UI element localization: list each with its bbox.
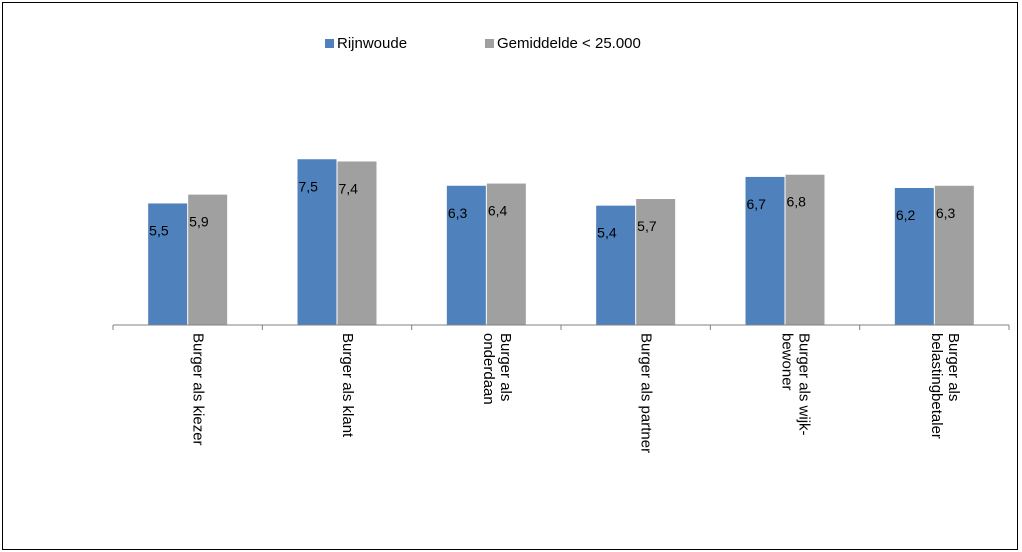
bar-1-6: [894, 187, 934, 325]
category-label-6: Burger alsbelastingbetaler: [928, 333, 962, 439]
bar-2-1: [188, 194, 228, 325]
bar-1-2: [297, 159, 337, 325]
legend-label-1: Rijnwoude: [337, 35, 407, 52]
value-label-2-6: 6,3: [936, 205, 956, 221]
category-label-4: Burger als partner: [638, 333, 655, 453]
legend-swatch-2: [485, 39, 494, 48]
value-label-1-4: 5,4: [597, 225, 617, 241]
value-label-1-2: 7,5: [299, 178, 319, 194]
value-label-2-2: 7,4: [339, 180, 359, 196]
legend-label-2: Gemiddelde < 25.000: [497, 35, 641, 52]
value-label-1-5: 6,7: [747, 196, 767, 212]
bar-2-2: [337, 161, 377, 325]
legend: Rijnwoude Gemiddelde < 25.000: [325, 35, 641, 52]
bar-1-4: [596, 205, 636, 325]
category-labels: Burger als kiezer Burger als klant Burger …: [190, 333, 962, 453]
value-label-2-5: 6,8: [787, 194, 807, 210]
legend-swatch-1: [325, 39, 334, 48]
bars-group: 5,5 5,9 7,5 7,4 6,3 6,4 5,4 5,7 6,7 6,8 6,2 6,3: [148, 159, 974, 325]
value-label-2-1: 5,9: [189, 214, 209, 230]
category-label-3: Burger alsonderdaan: [480, 333, 514, 405]
x-axis: [112, 324, 1010, 330]
value-label-1-3: 6,3: [448, 205, 468, 221]
bar-1-5: [745, 176, 785, 325]
bar-1-1: [148, 203, 188, 325]
bar-chart: Rijnwoude Gemiddelde < 25.000 5,5 5,9 7,5 7,…: [112, 35, 1010, 453]
category-label-1: Burger als kiezer: [190, 333, 207, 446]
bar-2-6: [934, 185, 974, 325]
bar-2-4: [636, 199, 676, 325]
category-label-5: Burger als wijk-bewoner: [779, 333, 813, 436]
bar-2-3: [486, 183, 526, 325]
category-label-2: Burger als klant: [339, 333, 356, 438]
bar-2-5: [785, 174, 825, 325]
value-label-2-3: 6,4: [488, 203, 508, 219]
value-label-1-6: 6,2: [896, 207, 916, 223]
bar-1-3: [446, 185, 486, 325]
value-label-2-4: 5,7: [637, 218, 657, 234]
value-label-1-1: 5,5: [149, 222, 169, 238]
